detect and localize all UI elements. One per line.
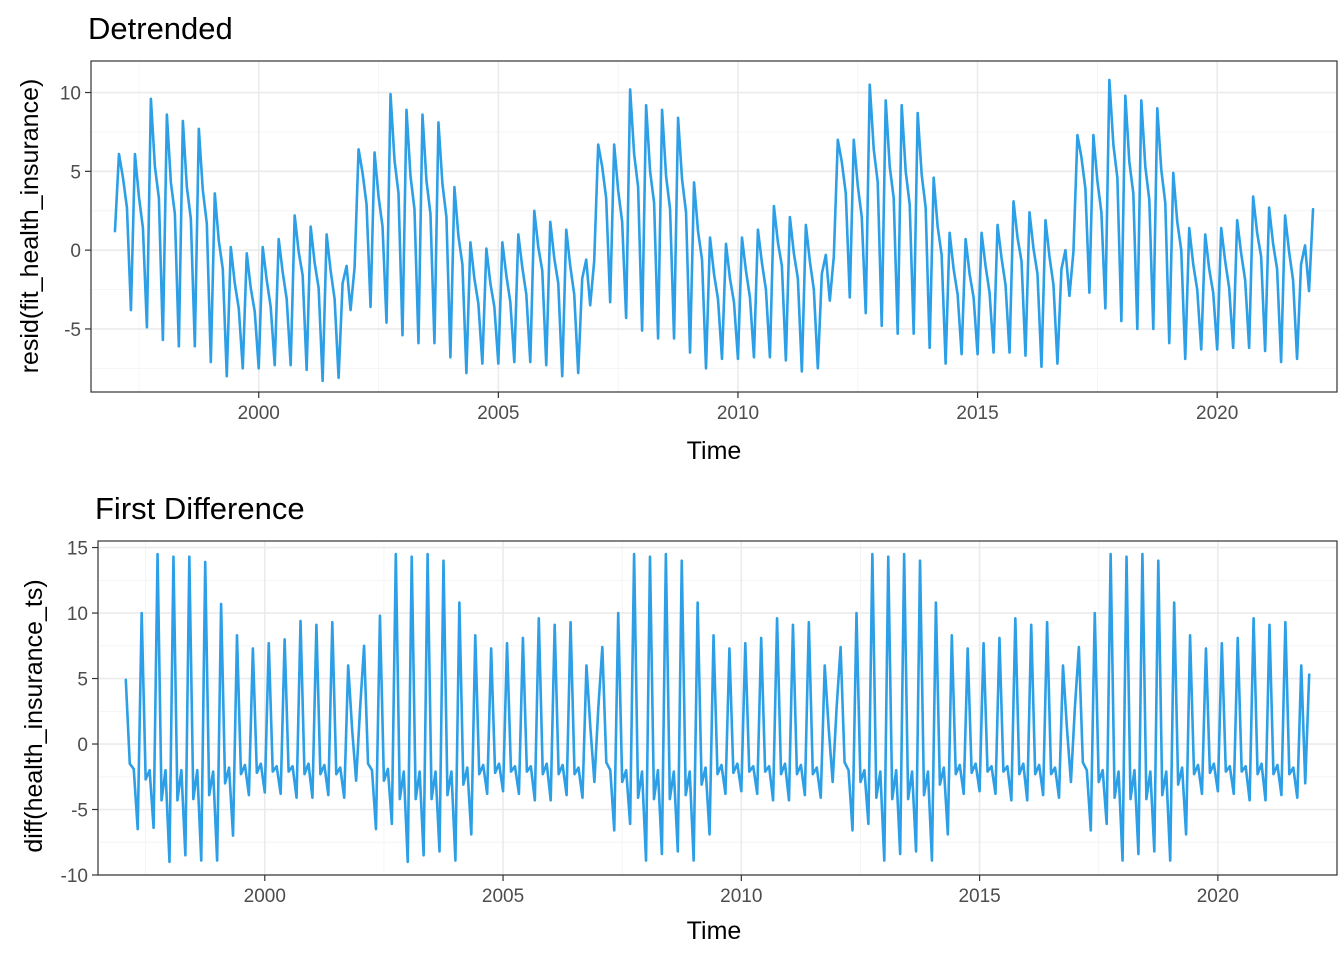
axis-ticks (85, 91, 1218, 398)
y-tick-label: 0 (77, 735, 88, 756)
chart-title: Detrended (88, 11, 233, 46)
series-line (124, 552, 1311, 864)
chart-title: First Difference (95, 491, 305, 526)
panel-border (90, 60, 1338, 393)
y-tick-label: -10 (61, 866, 88, 887)
x-tick-label: 2000 (244, 886, 286, 907)
x-tick-labels: 2000 2005 2010 2015 2020 (244, 886, 1239, 907)
y-tick-label: 0 (70, 241, 81, 262)
y-tick-label: 10 (60, 84, 81, 105)
x-tick-label: 2015 (956, 403, 998, 424)
y-tick-labels: -10 -5 0 5 10 15 (61, 539, 88, 887)
x-axis-title: Time (687, 917, 742, 945)
x-tick-label: 2005 (477, 403, 519, 424)
x-tick-label: 2020 (1197, 886, 1239, 907)
y-tick-label: 15 (67, 539, 88, 560)
x-tick-label: 2010 (720, 886, 762, 907)
y-tick-label: 5 (77, 670, 88, 691)
chart-first-difference: First Difference 2000 2005 2010 2015 202… (20, 491, 1338, 945)
chart-detrended: Detrended 2000 2005 2010 2015 2020 -5 0 … (16, 11, 1338, 465)
x-axis-title: Time (687, 437, 742, 465)
y-axis-title: resid(fit_health_insurance) (16, 79, 44, 374)
series-line (113, 78, 1315, 383)
x-tick-labels: 2000 2005 2010 2015 2020 (238, 403, 1239, 424)
x-tick-label: 2020 (1196, 403, 1238, 424)
x-tick-label: 2005 (482, 886, 524, 907)
axis-ticks (92, 546, 1219, 881)
x-tick-label: 2000 (238, 403, 280, 424)
y-tick-label: 5 (70, 162, 81, 183)
y-tick-label: -5 (71, 801, 88, 822)
y-tick-label: -5 (64, 320, 81, 341)
y-tick-labels: -5 0 5 10 (60, 84, 81, 341)
x-tick-label: 2015 (958, 886, 1000, 907)
x-tick-label: 2010 (717, 403, 759, 424)
panel-border (97, 540, 1338, 876)
y-axis-title: diff(health_insurance_ts) (20, 579, 48, 852)
y-tick-label: 10 (67, 604, 88, 625)
